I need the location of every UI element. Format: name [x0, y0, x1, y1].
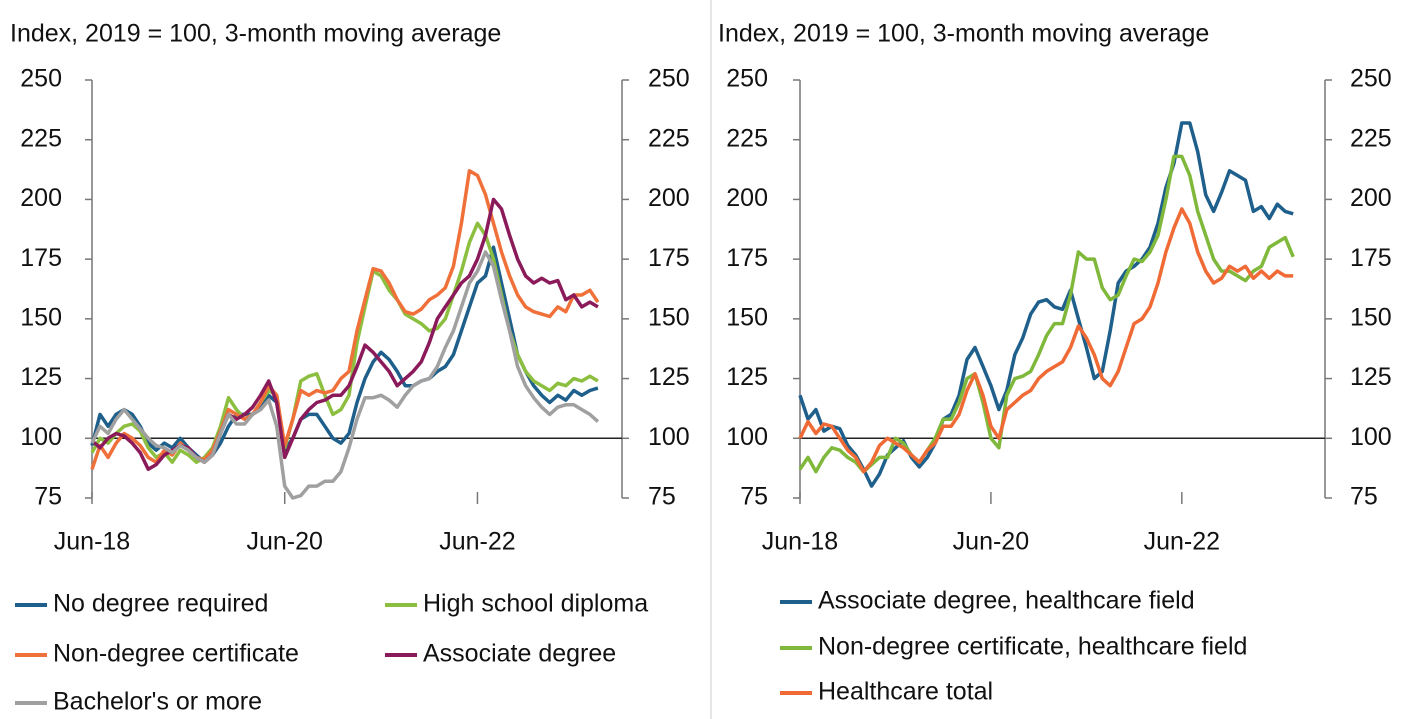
chart-title: Index, 2019 = 100, 3-month moving averag…	[10, 20, 501, 48]
legend-label: Associate degree	[423, 640, 616, 668]
y2-tick-label: 150	[1350, 303, 1392, 331]
series-line	[90, 197, 599, 472]
series-line	[90, 169, 600, 470]
y2-tick-label: 250	[648, 65, 690, 93]
series-line	[90, 245, 599, 464]
series-line	[90, 250, 600, 500]
series-line	[798, 154, 1295, 474]
legend-label: Healthcare total	[818, 678, 993, 706]
series-line	[90, 221, 599, 464]
y2-tick-label: 200	[648, 184, 690, 212]
y-tick-label: 100	[726, 423, 768, 451]
y2-tick-label: 200	[1350, 184, 1392, 212]
series-line	[798, 207, 1294, 474]
legend-label: No degree required	[53, 590, 268, 618]
x-tick-label: Jun-20	[247, 528, 323, 556]
x-tick-label: Jun-20	[953, 528, 1029, 556]
y2-tick-label: 75	[648, 483, 676, 511]
y2-tick-label: 125	[648, 363, 690, 391]
legend-label: Associate degree, healthcare field	[818, 587, 1195, 615]
y2-tick-label: 250	[1350, 65, 1392, 93]
y-tick-label: 175	[20, 244, 62, 272]
y-tick-label: 125	[20, 363, 62, 391]
y-tick-label: 75	[740, 483, 768, 511]
y-tick-label: 250	[726, 65, 768, 93]
y-tick-label: 225	[20, 124, 62, 152]
y-tick-label: 150	[20, 303, 62, 331]
y2-tick-label: 225	[1350, 124, 1392, 152]
y-tick-label: 75	[34, 483, 62, 511]
x-tick-label: Jun-22	[1144, 528, 1220, 556]
x-tick-label: Jun-18	[54, 528, 130, 556]
y-tick-label: 250	[20, 65, 62, 93]
y2-tick-label: 175	[648, 244, 690, 272]
y-tick-label: 125	[726, 363, 768, 391]
y-tick-label: 200	[20, 184, 62, 212]
legend-label: Bachelor's or more	[53, 688, 262, 716]
y2-tick-label: 225	[648, 124, 690, 152]
legend-label: High school diploma	[423, 590, 648, 618]
x-tick-label: Jun-22	[439, 528, 515, 556]
y2-tick-label: 175	[1350, 244, 1392, 272]
y2-tick-label: 100	[648, 423, 690, 451]
y-tick-label: 200	[726, 184, 768, 212]
y2-tick-label: 125	[1350, 363, 1392, 391]
x-tick-label: Jun-18	[762, 528, 838, 556]
y2-tick-label: 100	[1350, 423, 1392, 451]
y2-tick-label: 150	[648, 303, 690, 331]
y-tick-label: 150	[726, 303, 768, 331]
series-line	[798, 121, 1294, 488]
y-tick-label: 100	[20, 423, 62, 451]
y-tick-label: 225	[726, 124, 768, 152]
legend-label: Non-degree certificate, healthcare field	[818, 633, 1247, 661]
y2-tick-label: 75	[1350, 483, 1378, 511]
chart-title: Index, 2019 = 100, 3-month moving averag…	[718, 20, 1209, 48]
legend-label: Non-degree certificate	[53, 640, 299, 668]
y-tick-label: 175	[726, 244, 768, 272]
